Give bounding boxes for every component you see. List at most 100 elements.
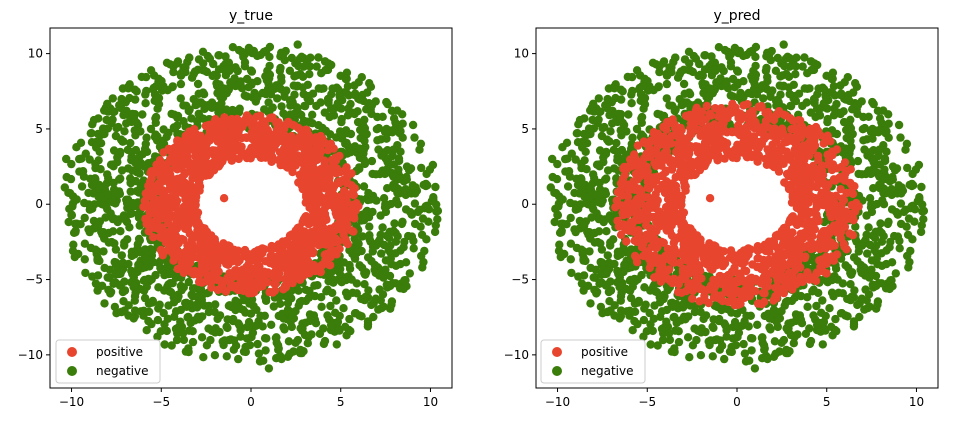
scatter-point-negative xyxy=(91,159,100,169)
scatter-point-positive xyxy=(347,169,356,178)
scatter-point-negative xyxy=(430,227,440,237)
scatter-point-negative xyxy=(240,62,250,71)
scatter-point-positive xyxy=(270,143,279,152)
scatter-point-negative xyxy=(731,321,740,330)
scatter-point-negative xyxy=(393,106,402,115)
scatter-point-negative xyxy=(80,198,89,208)
scatter-point-negative xyxy=(833,275,842,284)
scatter-point-negative xyxy=(600,175,610,184)
scatter-point-negative xyxy=(286,317,295,326)
scatter-point-negative xyxy=(117,307,126,317)
scatter-point-positive xyxy=(347,181,356,190)
scatter-point-negative xyxy=(705,91,714,101)
scatter-point-negative xyxy=(791,70,800,79)
scatter-point-negative xyxy=(577,159,586,169)
scatter-point-negative xyxy=(119,110,128,120)
scatter-point-negative xyxy=(786,101,796,111)
scatter-point-negative xyxy=(234,319,243,328)
scatter-point-negative xyxy=(233,303,243,312)
scatter-point-negative xyxy=(725,347,735,356)
scatter-point-negative xyxy=(108,115,117,124)
scatter-point-negative xyxy=(828,74,837,83)
scatter-point-negative xyxy=(197,333,207,342)
scatter-point-negative xyxy=(127,247,137,256)
scatter-point-negative xyxy=(96,199,105,208)
scatter-point-negative xyxy=(224,65,234,74)
scatter-point-negative xyxy=(282,86,291,95)
scatter-point-positive xyxy=(214,126,224,135)
scatter-point-negative xyxy=(798,101,807,111)
scatter-point-negative xyxy=(119,214,128,223)
scatter-point-negative xyxy=(424,217,433,226)
scatter-point-negative xyxy=(194,89,203,99)
scatter-point-negative xyxy=(701,51,710,60)
scatter-point-negative xyxy=(873,300,882,309)
scatter-point-negative xyxy=(563,154,572,163)
scatter-point-positive xyxy=(275,120,284,129)
scatter-point-negative xyxy=(91,175,100,185)
scatter-point-positive xyxy=(190,162,200,171)
legend-label-positive: positive xyxy=(96,345,143,359)
scatter-point-positive xyxy=(322,249,331,258)
scatter-point-negative xyxy=(796,291,806,301)
scatter-point-negative xyxy=(628,133,637,142)
scatter-point-positive xyxy=(213,137,222,146)
scatter-point-negative xyxy=(199,100,208,110)
scatter-point-negative xyxy=(818,340,827,349)
scatter-point-negative xyxy=(577,175,586,185)
scatter-point-positive xyxy=(248,122,257,131)
scatter-point-negative xyxy=(298,72,308,82)
scatter-point-negative xyxy=(590,238,599,247)
scatter-point-negative xyxy=(193,79,203,89)
scatter-point-negative xyxy=(602,135,612,144)
scatter-point-negative xyxy=(627,99,636,108)
scatter-point-negative xyxy=(331,308,340,317)
scatter-point-negative xyxy=(662,79,672,89)
scatter-point-negative xyxy=(598,123,607,133)
scatter-point-negative xyxy=(917,182,926,192)
scatter-point-negative xyxy=(292,103,301,112)
scatter-point-negative xyxy=(103,273,112,282)
scatter-point-negative xyxy=(885,243,894,252)
scatter-point-negative xyxy=(317,84,326,94)
y-tick-label: 10 xyxy=(28,47,43,61)
scatter-point-positive xyxy=(184,220,194,229)
scatter-point-negative xyxy=(413,207,423,217)
scatter-point-negative xyxy=(86,129,96,138)
scatter-point-negative xyxy=(780,61,789,71)
scatter-point-negative xyxy=(80,255,90,264)
scatter-point-positive xyxy=(348,188,357,198)
scatter-point-positive xyxy=(210,267,219,276)
scatter-point-positive xyxy=(290,273,300,283)
scatter-point-negative xyxy=(389,125,398,135)
scatter-point-negative xyxy=(367,257,376,266)
scatter-point-positive xyxy=(320,159,329,169)
scatter-point-negative xyxy=(157,76,166,86)
scatter-point-positive xyxy=(249,252,258,261)
scatter-point-negative xyxy=(376,211,385,220)
scatter-point-negative xyxy=(100,182,109,191)
scatter-point-positive xyxy=(279,144,289,153)
scatter-point-negative xyxy=(896,133,905,142)
scatter-point-positive xyxy=(149,193,158,202)
scatter-point-negative xyxy=(857,294,866,303)
scatter-point-negative xyxy=(613,147,623,157)
scatter-point-negative xyxy=(603,266,612,276)
scatter-point-negative xyxy=(907,179,917,189)
scatter-point-negative xyxy=(875,183,885,193)
scatter-point-negative xyxy=(378,272,388,281)
scatter-point-negative xyxy=(269,302,278,311)
scatter-point-negative xyxy=(884,133,893,142)
scatter-point-negative xyxy=(341,288,351,297)
scatter-point-negative xyxy=(154,100,164,109)
scatter-point-positive xyxy=(193,208,203,217)
scatter-point-negative xyxy=(169,62,178,71)
scatter-point-positive xyxy=(268,258,277,267)
scatter-point-negative xyxy=(248,328,258,337)
scatter-point-negative xyxy=(566,198,575,208)
scatter-point-negative xyxy=(148,246,157,255)
scatter-point-negative xyxy=(389,183,399,193)
scatter-point-negative xyxy=(344,104,353,113)
scatter-point-negative xyxy=(809,94,819,104)
scatter-point-negative xyxy=(346,326,355,336)
